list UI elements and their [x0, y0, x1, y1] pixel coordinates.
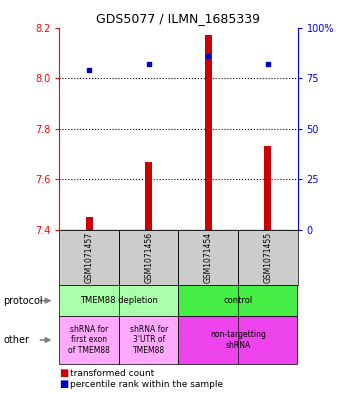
- Text: transformed count: transformed count: [70, 369, 154, 378]
- Bar: [145, 162, 152, 230]
- Text: TMEM88 depletion: TMEM88 depletion: [80, 296, 158, 305]
- Text: GSM1071455: GSM1071455: [263, 232, 272, 283]
- Bar: [264, 147, 271, 230]
- Text: GSM1071454: GSM1071454: [204, 232, 213, 283]
- Title: GDS5077 / ILMN_1685339: GDS5077 / ILMN_1685339: [97, 12, 260, 25]
- Text: shRNA for
first exon
of TMEM88: shRNA for first exon of TMEM88: [68, 325, 110, 355]
- Text: percentile rank within the sample: percentile rank within the sample: [70, 380, 223, 389]
- Text: ■: ■: [59, 368, 69, 378]
- Text: protocol: protocol: [3, 296, 43, 306]
- Text: non-targetting
shRNA: non-targetting shRNA: [210, 330, 266, 350]
- Text: shRNA for
3'UTR of
TMEM88: shRNA for 3'UTR of TMEM88: [130, 325, 168, 355]
- Text: other: other: [3, 335, 29, 345]
- Text: ■: ■: [59, 379, 69, 389]
- Bar: [86, 217, 93, 230]
- Text: GSM1071457: GSM1071457: [85, 232, 94, 283]
- Text: GSM1071456: GSM1071456: [144, 232, 153, 283]
- Bar: [205, 35, 212, 230]
- Text: control: control: [223, 296, 253, 305]
